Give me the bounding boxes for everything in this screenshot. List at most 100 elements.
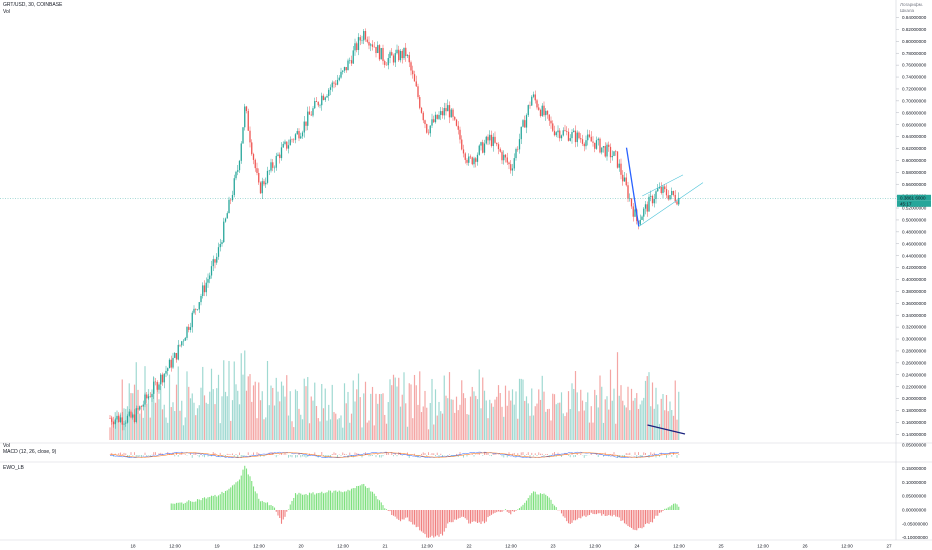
ewo-bar (566, 510, 568, 522)
macd-histogram-bar (484, 452, 485, 455)
ewo-bar (371, 491, 374, 510)
ewo-bar (489, 510, 491, 516)
ewo-bar (273, 507, 276, 510)
candle-body (181, 341, 183, 346)
macd-histogram-bar (242, 455, 244, 457)
volume-bar (349, 422, 351, 440)
candle-body (231, 195, 234, 201)
time-axis[interactable]: 18 12:00 19 12:00 20 12:00 21 12:00 22 12:00 23 12:… (130, 544, 892, 549)
macd-histogram-bar (391, 452, 393, 455)
volume-bar (224, 391, 227, 440)
price-badge (897, 200, 931, 207)
macd-histogram-bar (508, 452, 510, 455)
volume-bar (494, 399, 496, 440)
volume-bar (238, 404, 241, 440)
macd-histogram-bar (473, 455, 475, 457)
macd-histogram-bar (300, 455, 302, 458)
volume-bar (328, 404, 330, 440)
price-tick-label: 0.24000000 (902, 372, 927, 377)
macd-histogram-bar (370, 455, 372, 457)
ewo-bar (375, 496, 377, 510)
ewo-bar (226, 490, 228, 510)
macd-histogram-bar (340, 455, 342, 456)
candle-body (489, 134, 491, 141)
ewo-bar (415, 510, 417, 528)
ewo-bar (287, 509, 290, 510)
macd-histogram-bar (422, 452, 424, 455)
candle-body (426, 124, 428, 133)
ewo-bar (650, 510, 652, 523)
candle-body (224, 218, 227, 222)
vol-pane-label[interactable]: Vol (3, 443, 10, 449)
volume-bar (368, 420, 370, 440)
ewo-bar (359, 485, 361, 510)
volume-bar (471, 386, 473, 440)
candle-body (578, 132, 580, 139)
price-tick-label: 0.78000000 (902, 51, 927, 56)
ewo-bar (319, 492, 321, 510)
symbol-title[interactable]: GRT/USD, 30, COINBASE (3, 2, 63, 8)
volume-bar (205, 402, 207, 440)
volume-bar (317, 418, 319, 440)
candle-body (398, 49, 400, 61)
time-tick-label: 21 (382, 544, 388, 549)
candle-body (135, 408, 137, 423)
price-badge-text: 45:17 (900, 201, 912, 206)
channel-upper-line[interactable] (642, 174, 684, 197)
candle-body (121, 417, 123, 425)
price-tick-label: 0.30000000 (902, 337, 927, 342)
ewo-bar (373, 493, 375, 510)
ewo-bar (174, 503, 176, 510)
candle-body (282, 143, 284, 148)
volume-bar (308, 423, 311, 440)
candle-body (342, 70, 344, 72)
candle-body (366, 39, 368, 42)
ewo-bar (616, 510, 619, 517)
candle-body (634, 209, 636, 217)
volume-trendline[interactable] (647, 424, 686, 435)
macd-histogram-bar (169, 453, 170, 455)
ewo-bar (583, 510, 585, 516)
vol-legend[interactable]: Vol (3, 9, 10, 15)
volume-bar (539, 399, 542, 440)
candle-body (172, 357, 174, 368)
volume-bar (170, 407, 172, 440)
ewo-pane-label[interactable]: EWO_LB (3, 465, 24, 471)
price-tick-label: 0.40000000 (902, 277, 927, 282)
volume-bar (536, 403, 538, 440)
candle-body (354, 43, 356, 51)
volume-bar (452, 399, 454, 440)
macd-pane-label[interactable]: MACD (12, 26, close, 9) (3, 449, 57, 455)
volume-bar (109, 427, 111, 440)
macd-histogram-bar (365, 452, 366, 455)
macd-histogram-bar (130, 452, 132, 455)
channel-lower-line[interactable] (638, 182, 704, 227)
scale-mode-label[interactable]: Логарифм. Шкала (900, 2, 924, 13)
macd-histogram-bar (137, 455, 139, 457)
candle-body (462, 149, 465, 154)
price-axis[interactable]: 0.84000000 0.82000000 0.80000000 0.78000000… (896, 15, 928, 540)
volume-bar (436, 415, 438, 440)
volume-bar (644, 380, 647, 440)
ewo-bar (639, 510, 641, 528)
flagpole-line[interactable] (625, 147, 640, 227)
macd-histogram-bar (118, 453, 120, 455)
volume-bar (249, 374, 251, 440)
macd-histogram-bar (296, 455, 298, 458)
candle-body (604, 146, 606, 157)
candle-body (412, 70, 414, 75)
candle-body (328, 89, 330, 96)
ewo-bar (258, 498, 260, 510)
macd-histogram-bar (256, 452, 258, 455)
volume-bar (448, 372, 451, 440)
ewo-bar (186, 501, 188, 510)
drawings[interactable] (0, 147, 896, 435)
candle-body (613, 151, 615, 156)
ewo-bar (471, 510, 473, 522)
macd-histogram-bar (218, 455, 219, 457)
macd-histogram-bar (501, 455, 503, 457)
candle-body (569, 138, 571, 141)
candle-body (408, 55, 410, 63)
macd-histogram-bar (625, 453, 627, 455)
